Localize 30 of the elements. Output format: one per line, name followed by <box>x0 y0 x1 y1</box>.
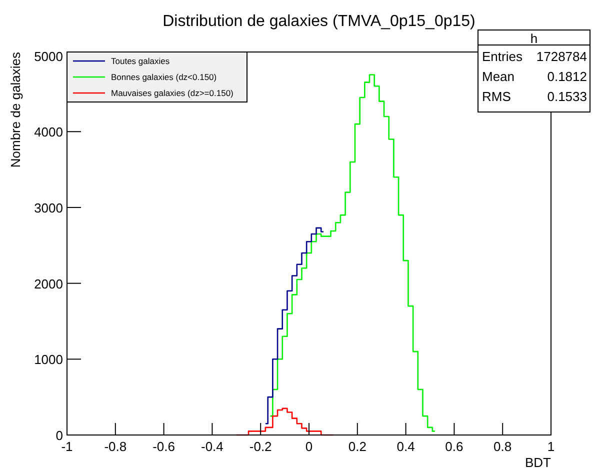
chart-title: Distribution de galaxies (TMVA_0p15_0p15) <box>162 13 476 30</box>
y-tick-label: 2000 <box>34 276 63 292</box>
y-tick-label: 0 <box>56 428 63 443</box>
x-tick-label: 1 <box>547 439 555 454</box>
x-tick-label: 0.6 <box>445 439 464 454</box>
x-tick-label: 0.4 <box>396 439 415 454</box>
annotation: RMS <box>482 89 512 104</box>
text: h <box>530 31 538 46</box>
y-tick-label: 4000 <box>34 124 63 140</box>
y-tick-label: 1000 <box>34 352 63 368</box>
x-tick-label: -1 <box>61 439 73 454</box>
annotation: 0.1533 <box>547 89 587 104</box>
legend-label: Toutes galaxies <box>111 56 170 66</box>
x-tick-label: -0.8 <box>104 439 127 454</box>
annotation: 1728784 <box>536 49 587 64</box>
annotation: Mean <box>482 69 515 84</box>
y-axis-title: Nombre de galaxies <box>8 52 23 168</box>
legend-label: Bonnes galaxies (dz<0.150) <box>111 72 217 82</box>
x-tick-label: 0.2 <box>348 439 366 454</box>
x-axis-title: BDT <box>525 455 552 469</box>
annotation: Entries <box>482 49 523 64</box>
y-tick-label: 5000 <box>34 48 63 64</box>
y-tick-label: 3000 <box>34 200 63 216</box>
legend-label: Mauvaises galaxies (dz>=0.150) <box>111 88 234 98</box>
x-tick-label: -0.4 <box>200 439 224 454</box>
x-tick-label: -0.6 <box>152 439 176 454</box>
x-tick-label: -0.2 <box>249 439 272 454</box>
x-tick-label: 0 <box>305 439 313 454</box>
annotation: 0.1812 <box>547 69 587 84</box>
x-tick-label: 0.8 <box>494 439 512 454</box>
